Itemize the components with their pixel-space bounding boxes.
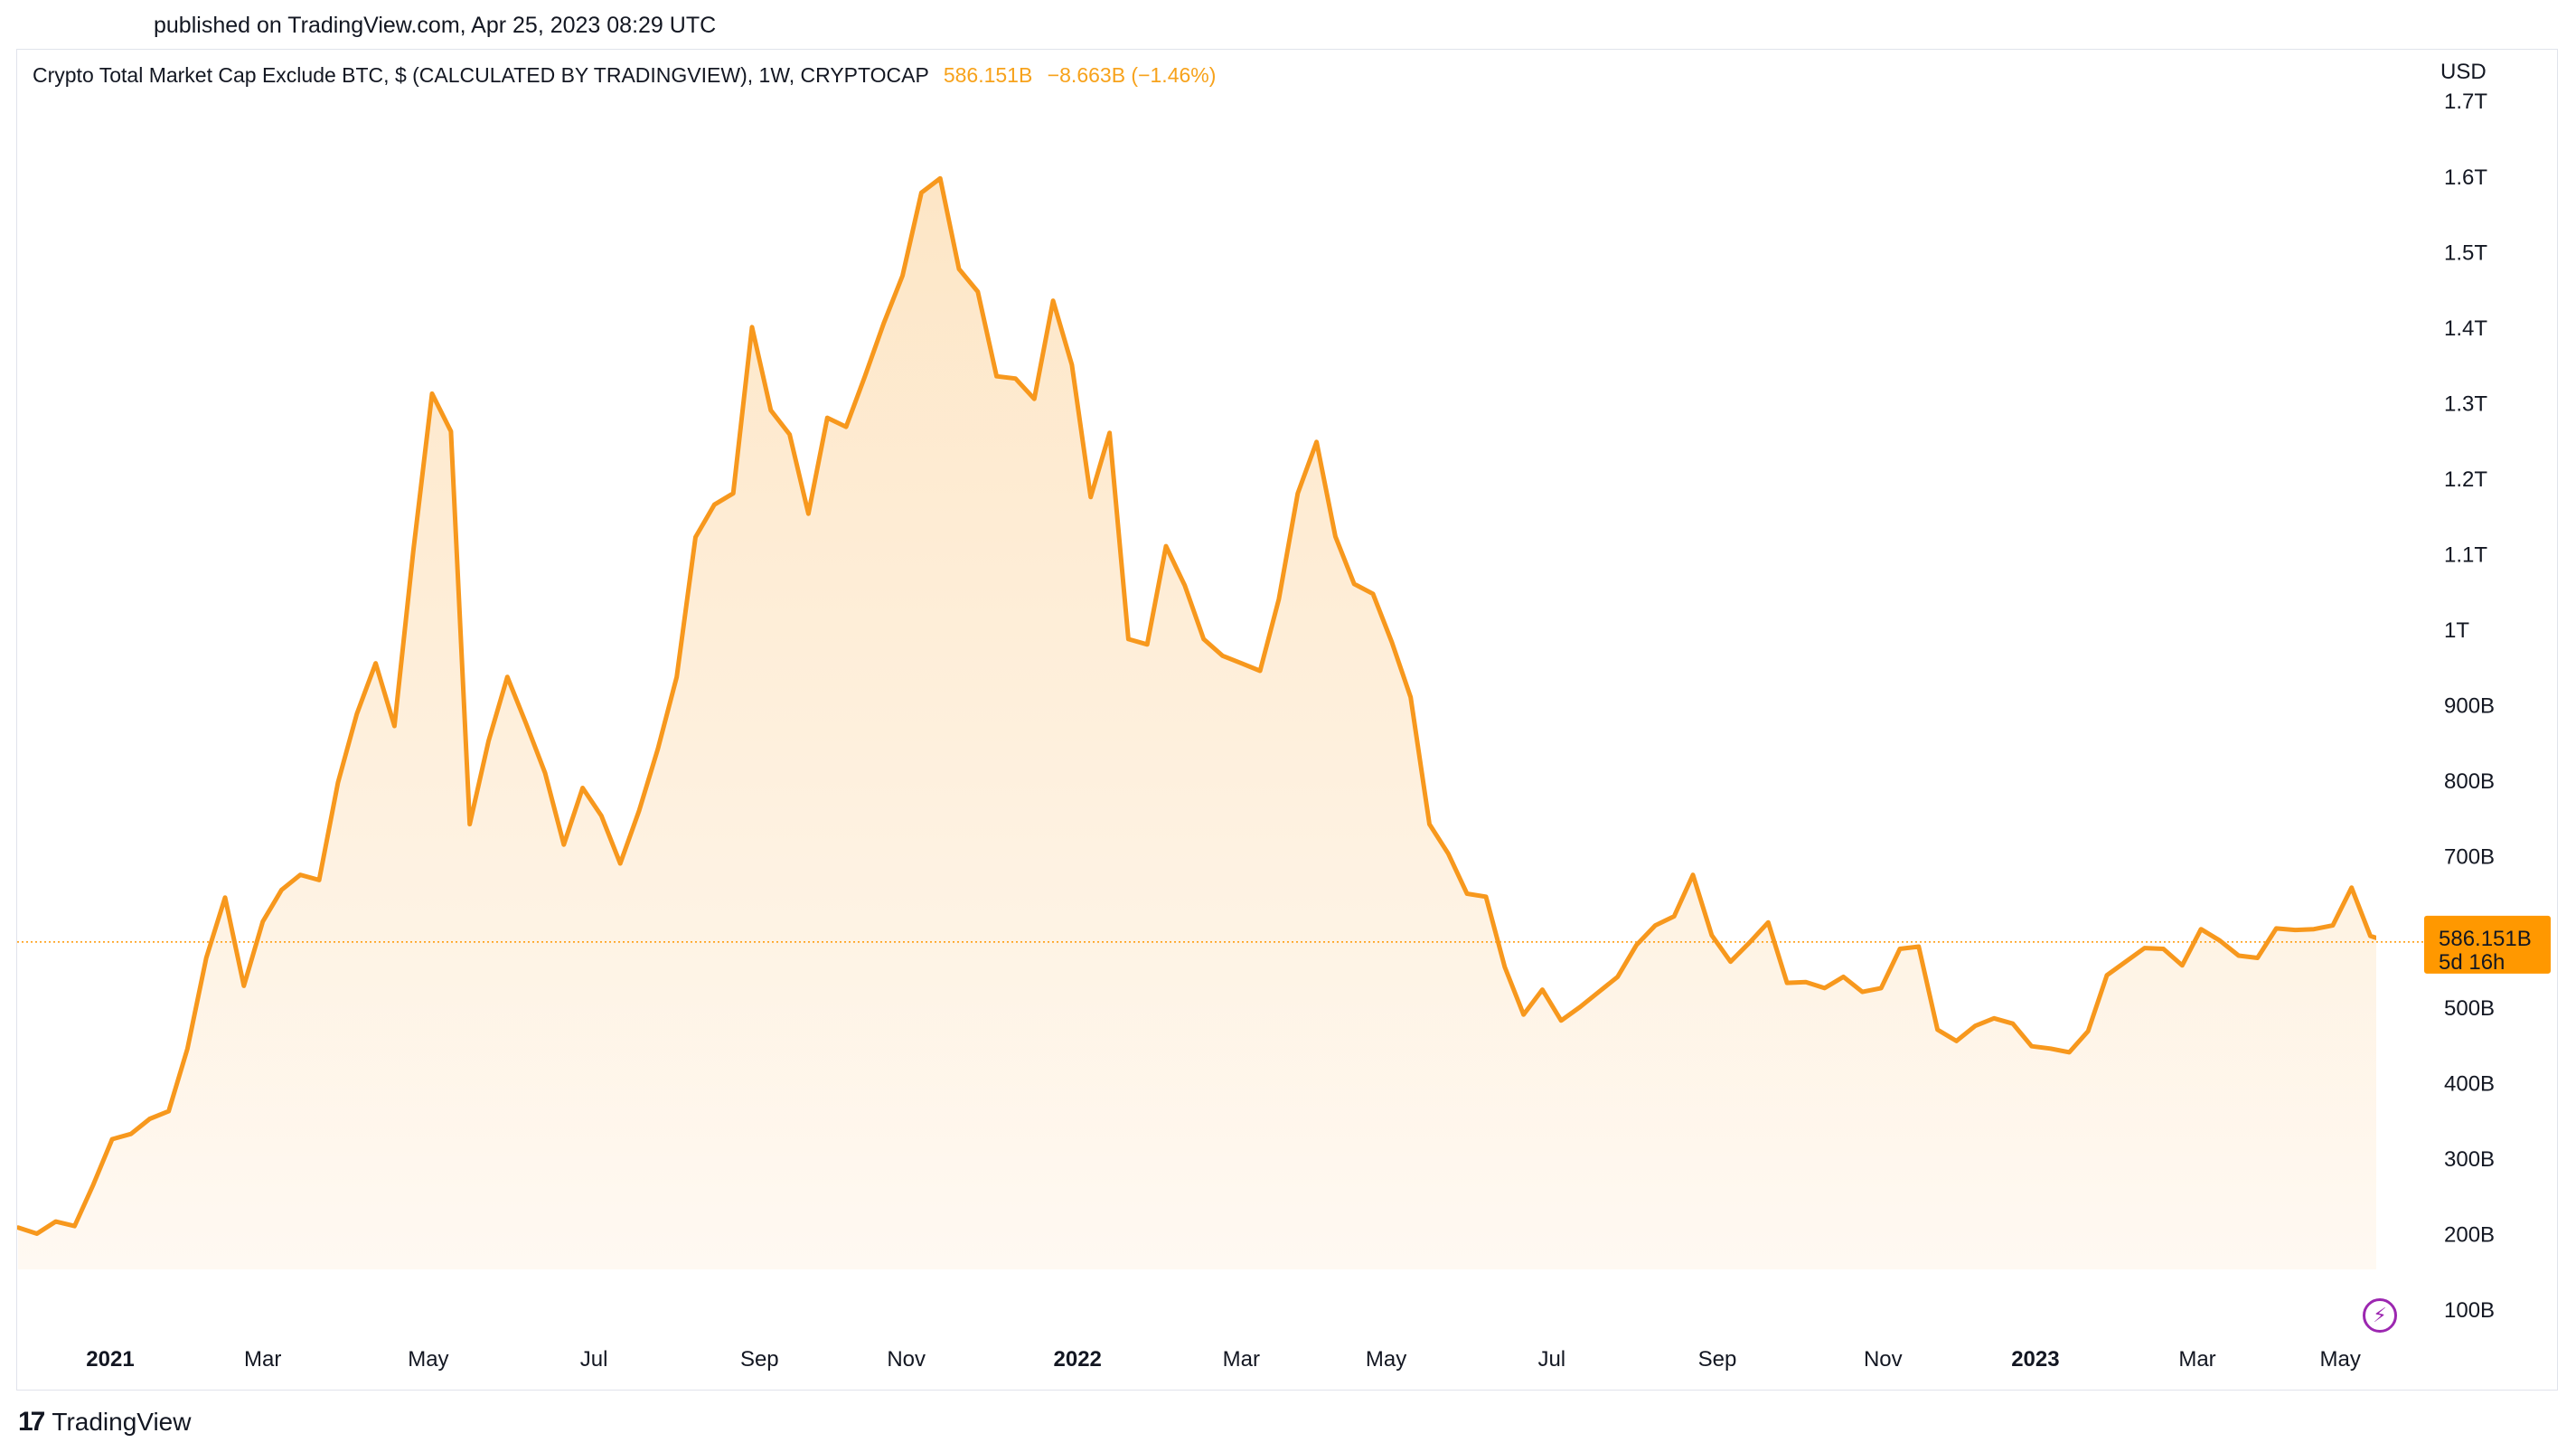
x-tick-label: Mar	[244, 1347, 281, 1372]
legend-last-value: 586.151B	[943, 63, 1033, 87]
legend-title: Crypto Total Market Cap Exclude BTC, $ (…	[33, 63, 929, 87]
x-tick-label: Jul	[1537, 1347, 1565, 1372]
price-tag-countdown: 5d 16h	[2439, 950, 2505, 975]
x-tick-label: Mar	[2178, 1347, 2215, 1372]
y-tick-label: 800B	[2444, 769, 2495, 794]
x-tick-label: 2021	[86, 1347, 134, 1372]
lightning-icon[interactable]: ⚡	[2363, 1298, 2397, 1333]
y-tick-label: 1.5T	[2444, 240, 2487, 265]
x-tick-label: Sep	[740, 1347, 779, 1372]
tradingview-logo-icon: 17	[18, 1407, 45, 1437]
published-info: published on TradingView.com, Apr 25, 20…	[154, 13, 717, 38]
legend-change: −8.663B (−1.46%)	[1047, 63, 1217, 87]
x-tick-label: May	[408, 1347, 448, 1372]
y-tick-label: 1T	[2444, 618, 2469, 643]
x-tick-label: 2022	[1054, 1347, 1102, 1372]
y-tick-label: 100B	[2444, 1298, 2495, 1323]
y-tick-label: 1.1T	[2444, 543, 2487, 568]
area-fill	[18, 178, 2376, 1269]
y-tick-label: 400B	[2444, 1071, 2495, 1096]
y-tick-label: 900B	[2444, 694, 2495, 719]
y-tick-label: 1.4T	[2444, 316, 2487, 341]
x-tick-label: Nov	[887, 1347, 926, 1372]
price-tag-background	[2424, 915, 2551, 974]
x-tick-label: Jul	[580, 1347, 608, 1372]
x-tick-label: May	[1366, 1347, 1406, 1372]
chart-legend: Crypto Total Market Cap Exclude BTC, $ (…	[33, 63, 1216, 88]
chart-frame	[16, 49, 2558, 1391]
price-tag-value: 586.151B	[2439, 927, 2532, 951]
y-tick-label: 1.3T	[2444, 391, 2487, 416]
x-tick-label: May	[2320, 1347, 2361, 1372]
brand-name: TradingView	[52, 1408, 192, 1436]
currency-label[interactable]: USD	[2440, 60, 2487, 84]
x-tick-label: Sep	[1698, 1347, 1737, 1372]
y-tick-label: 1.6T	[2444, 165, 2487, 190]
x-tick-label: 2023	[2011, 1347, 2059, 1372]
y-tick-label: 500B	[2444, 996, 2495, 1021]
y-tick-label: 200B	[2444, 1223, 2495, 1248]
y-tick-label: 300B	[2444, 1147, 2495, 1172]
y-tick-label: 700B	[2444, 845, 2495, 870]
x-tick-label: Mar	[1223, 1347, 1260, 1372]
x-tick-label: Nov	[1864, 1347, 1903, 1372]
tradingview-branding[interactable]: 17 TradingView	[18, 1407, 191, 1438]
series-line[interactable]	[17, 175, 2389, 1236]
y-tick-label: 1.7T	[2444, 90, 2487, 114]
y-tick-label: 1.2T	[2444, 467, 2487, 492]
